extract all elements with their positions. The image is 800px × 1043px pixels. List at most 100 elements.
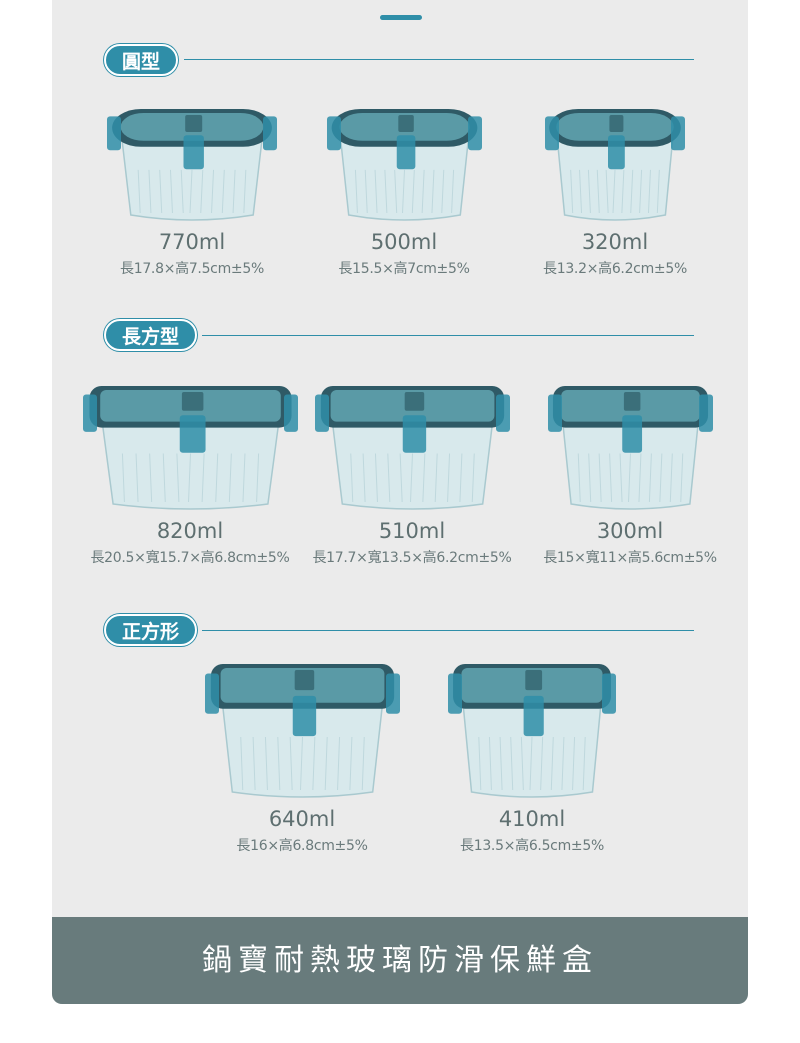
glass-rib bbox=[169, 169, 173, 214]
lock-clip bbox=[698, 394, 713, 432]
capacity-label: 640ml bbox=[268, 807, 336, 831]
lock-clip bbox=[263, 116, 277, 151]
lock-clip bbox=[467, 116, 482, 151]
product-item: 300ml 長15×寬11×高5.6cm±5% bbox=[510, 382, 748, 568]
glass-rib bbox=[450, 169, 454, 214]
glass-rib bbox=[386, 453, 390, 503]
glass-rib bbox=[488, 736, 492, 791]
capacity-label: 510ml bbox=[378, 519, 446, 543]
product-title-banner: 鍋寶耐熱玻璃防滑保鮮盒 bbox=[52, 917, 748, 1004]
dimension-label: 長15.5×高7cm±5% bbox=[338, 261, 470, 277]
round-container-image bbox=[107, 109, 277, 221]
glass-rib bbox=[627, 453, 631, 503]
lock-clip bbox=[292, 695, 316, 737]
lock-clip bbox=[523, 695, 544, 737]
product-item: 820ml 長20.5×寬15.7×高6.8cm±5% bbox=[70, 382, 310, 568]
lock-clip bbox=[82, 394, 97, 432]
glass-rib bbox=[354, 169, 358, 214]
section-label-rectangle: 長方型 bbox=[104, 319, 198, 351]
product-item: 410ml 長13.5×高6.5cm±5% bbox=[412, 660, 652, 856]
glass-rib bbox=[656, 169, 660, 214]
glass-rib bbox=[228, 453, 232, 503]
capacity-label: 820ml bbox=[156, 519, 224, 543]
glass-rib bbox=[510, 736, 514, 791]
lock-clip bbox=[495, 394, 510, 432]
glass-rib bbox=[276, 736, 280, 791]
glass-rib bbox=[148, 169, 152, 214]
glass-rib bbox=[336, 736, 340, 791]
glass-rib bbox=[201, 453, 205, 503]
glass-rib bbox=[232, 169, 236, 214]
glass-rib bbox=[411, 169, 415, 214]
lock-clip bbox=[179, 415, 206, 453]
glass-rib bbox=[401, 169, 405, 214]
section-label-round: 圓型 bbox=[104, 44, 179, 76]
lock-clip bbox=[671, 116, 685, 151]
glass-rib bbox=[598, 453, 602, 503]
glass-rib bbox=[658, 453, 662, 503]
glass-rib bbox=[348, 736, 352, 791]
glass-rib bbox=[561, 736, 565, 791]
accent-bar bbox=[380, 15, 422, 20]
lock-clip bbox=[314, 394, 329, 432]
glass-rib bbox=[648, 453, 652, 503]
glass-rib bbox=[471, 453, 475, 503]
square-container-image bbox=[448, 664, 616, 798]
glass-rib bbox=[399, 453, 403, 503]
glass-rib bbox=[612, 169, 616, 214]
glass-rib bbox=[121, 453, 125, 503]
glass-rib bbox=[570, 169, 574, 214]
glass-rib bbox=[135, 453, 139, 503]
round-container-image bbox=[326, 109, 482, 221]
vent-valve bbox=[185, 115, 203, 132]
glass-rib bbox=[187, 453, 191, 503]
product-item: 770ml 長17.8×高7.5cm±5% bbox=[72, 105, 312, 279]
glass-rib bbox=[241, 453, 245, 503]
capacity-label: 410ml bbox=[498, 807, 566, 831]
glass-rib bbox=[596, 169, 600, 214]
glass-rib bbox=[434, 453, 438, 503]
lock-clip bbox=[621, 415, 642, 453]
lock-clip bbox=[402, 415, 426, 453]
lock-clip bbox=[326, 116, 341, 151]
capacity-label: 500ml bbox=[370, 230, 438, 254]
glass-rib bbox=[137, 169, 141, 214]
glass-rib bbox=[550, 736, 554, 791]
rectangle-container-image bbox=[82, 386, 298, 510]
product-item: 640ml 長16×高6.8cm±5% bbox=[182, 660, 422, 856]
glass-rib bbox=[255, 453, 259, 503]
glass-rib bbox=[362, 453, 366, 503]
vent-valve bbox=[525, 670, 543, 691]
glass-rib bbox=[499, 736, 503, 791]
dimension-label: 長13.5×高6.5cm±5% bbox=[460, 838, 604, 854]
product-item: 510ml 長17.7×寬13.5×高6.2cm±5% bbox=[292, 382, 532, 568]
glass-rib bbox=[579, 169, 583, 214]
glass-rib bbox=[211, 169, 215, 214]
glass-rib bbox=[478, 736, 482, 791]
glass-rib bbox=[605, 169, 609, 214]
glass-rib bbox=[180, 169, 184, 214]
vent-valve bbox=[397, 115, 414, 132]
glass-rib bbox=[619, 453, 623, 503]
dimension-label: 長20.5×寬15.7×高6.8cm±5% bbox=[90, 550, 290, 566]
glass-rib bbox=[540, 736, 544, 791]
glass-rib bbox=[421, 169, 425, 214]
glass-rib bbox=[189, 169, 193, 214]
glass-rib bbox=[639, 169, 643, 214]
glass-rib bbox=[383, 169, 387, 214]
lock-clip bbox=[396, 135, 415, 170]
glass-rib bbox=[349, 453, 353, 503]
dimension-label: 長17.8×高7.5cm±5% bbox=[120, 261, 264, 277]
glass-rib bbox=[243, 169, 247, 214]
glass-rib bbox=[582, 736, 586, 791]
glass-rib bbox=[148, 453, 152, 503]
rectangle-container-image bbox=[547, 386, 713, 510]
glass-rib bbox=[289, 736, 293, 791]
dimension-label: 長16×高6.8cm±5% bbox=[236, 838, 368, 854]
vent-valve bbox=[623, 392, 640, 411]
capacity-label: 300ml bbox=[596, 519, 664, 543]
glass-rib bbox=[311, 736, 315, 791]
glass-rib bbox=[647, 169, 651, 214]
vent-valve bbox=[181, 392, 203, 411]
square-container-image bbox=[204, 664, 400, 798]
